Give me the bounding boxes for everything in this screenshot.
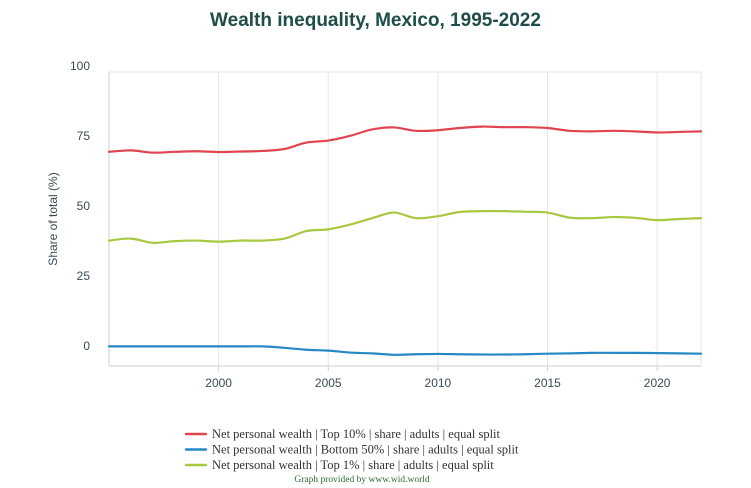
y-axis-ticks: 0 25 50 75 100 — [70, 59, 90, 353]
x-tick-label-2000: 2000 — [205, 376, 232, 390]
series-top-10-line — [107, 125, 703, 154]
x-tick-label-2015: 2015 — [534, 376, 561, 390]
plot-lines — [107, 125, 703, 356]
legend: Net personal wealth | Top 10% | share | … — [184, 427, 519, 472]
credit-text: Graph provided by www.wid.world — [294, 475, 430, 485]
y-tick-label-0: 0 — [83, 339, 90, 353]
legend-label-top-10: Net personal wealth | Top 10% | share | … — [212, 427, 501, 441]
grid — [109, 71, 702, 366]
chart-title: Wealth inequality, Mexico, 1995-2022 — [210, 10, 541, 31]
series-bottom-50-line — [107, 345, 703, 356]
x-tick-label-2005: 2005 — [315, 376, 342, 390]
x-axis-ticks: 2000 2005 2010 2015 2020 — [205, 366, 671, 390]
x-tick-label-2010: 2010 — [425, 376, 452, 390]
y-tick-label-100: 100 — [70, 59, 90, 73]
y-axis-label: Share of total (%) — [46, 172, 60, 265]
series-top-1-line — [107, 209, 703, 244]
y-tick-label-75: 75 — [77, 129, 91, 143]
x-tick-label-2020: 2020 — [644, 376, 671, 390]
legend-label-top-1: Net personal wealth | Top 1% | share | a… — [212, 458, 494, 472]
y-tick-label-25: 25 — [77, 269, 91, 283]
axes — [108, 72, 701, 367]
legend-label-bottom-50: Net personal wealth | Bottom 50% | share… — [212, 443, 519, 457]
y-tick-label-50: 50 — [77, 199, 91, 213]
